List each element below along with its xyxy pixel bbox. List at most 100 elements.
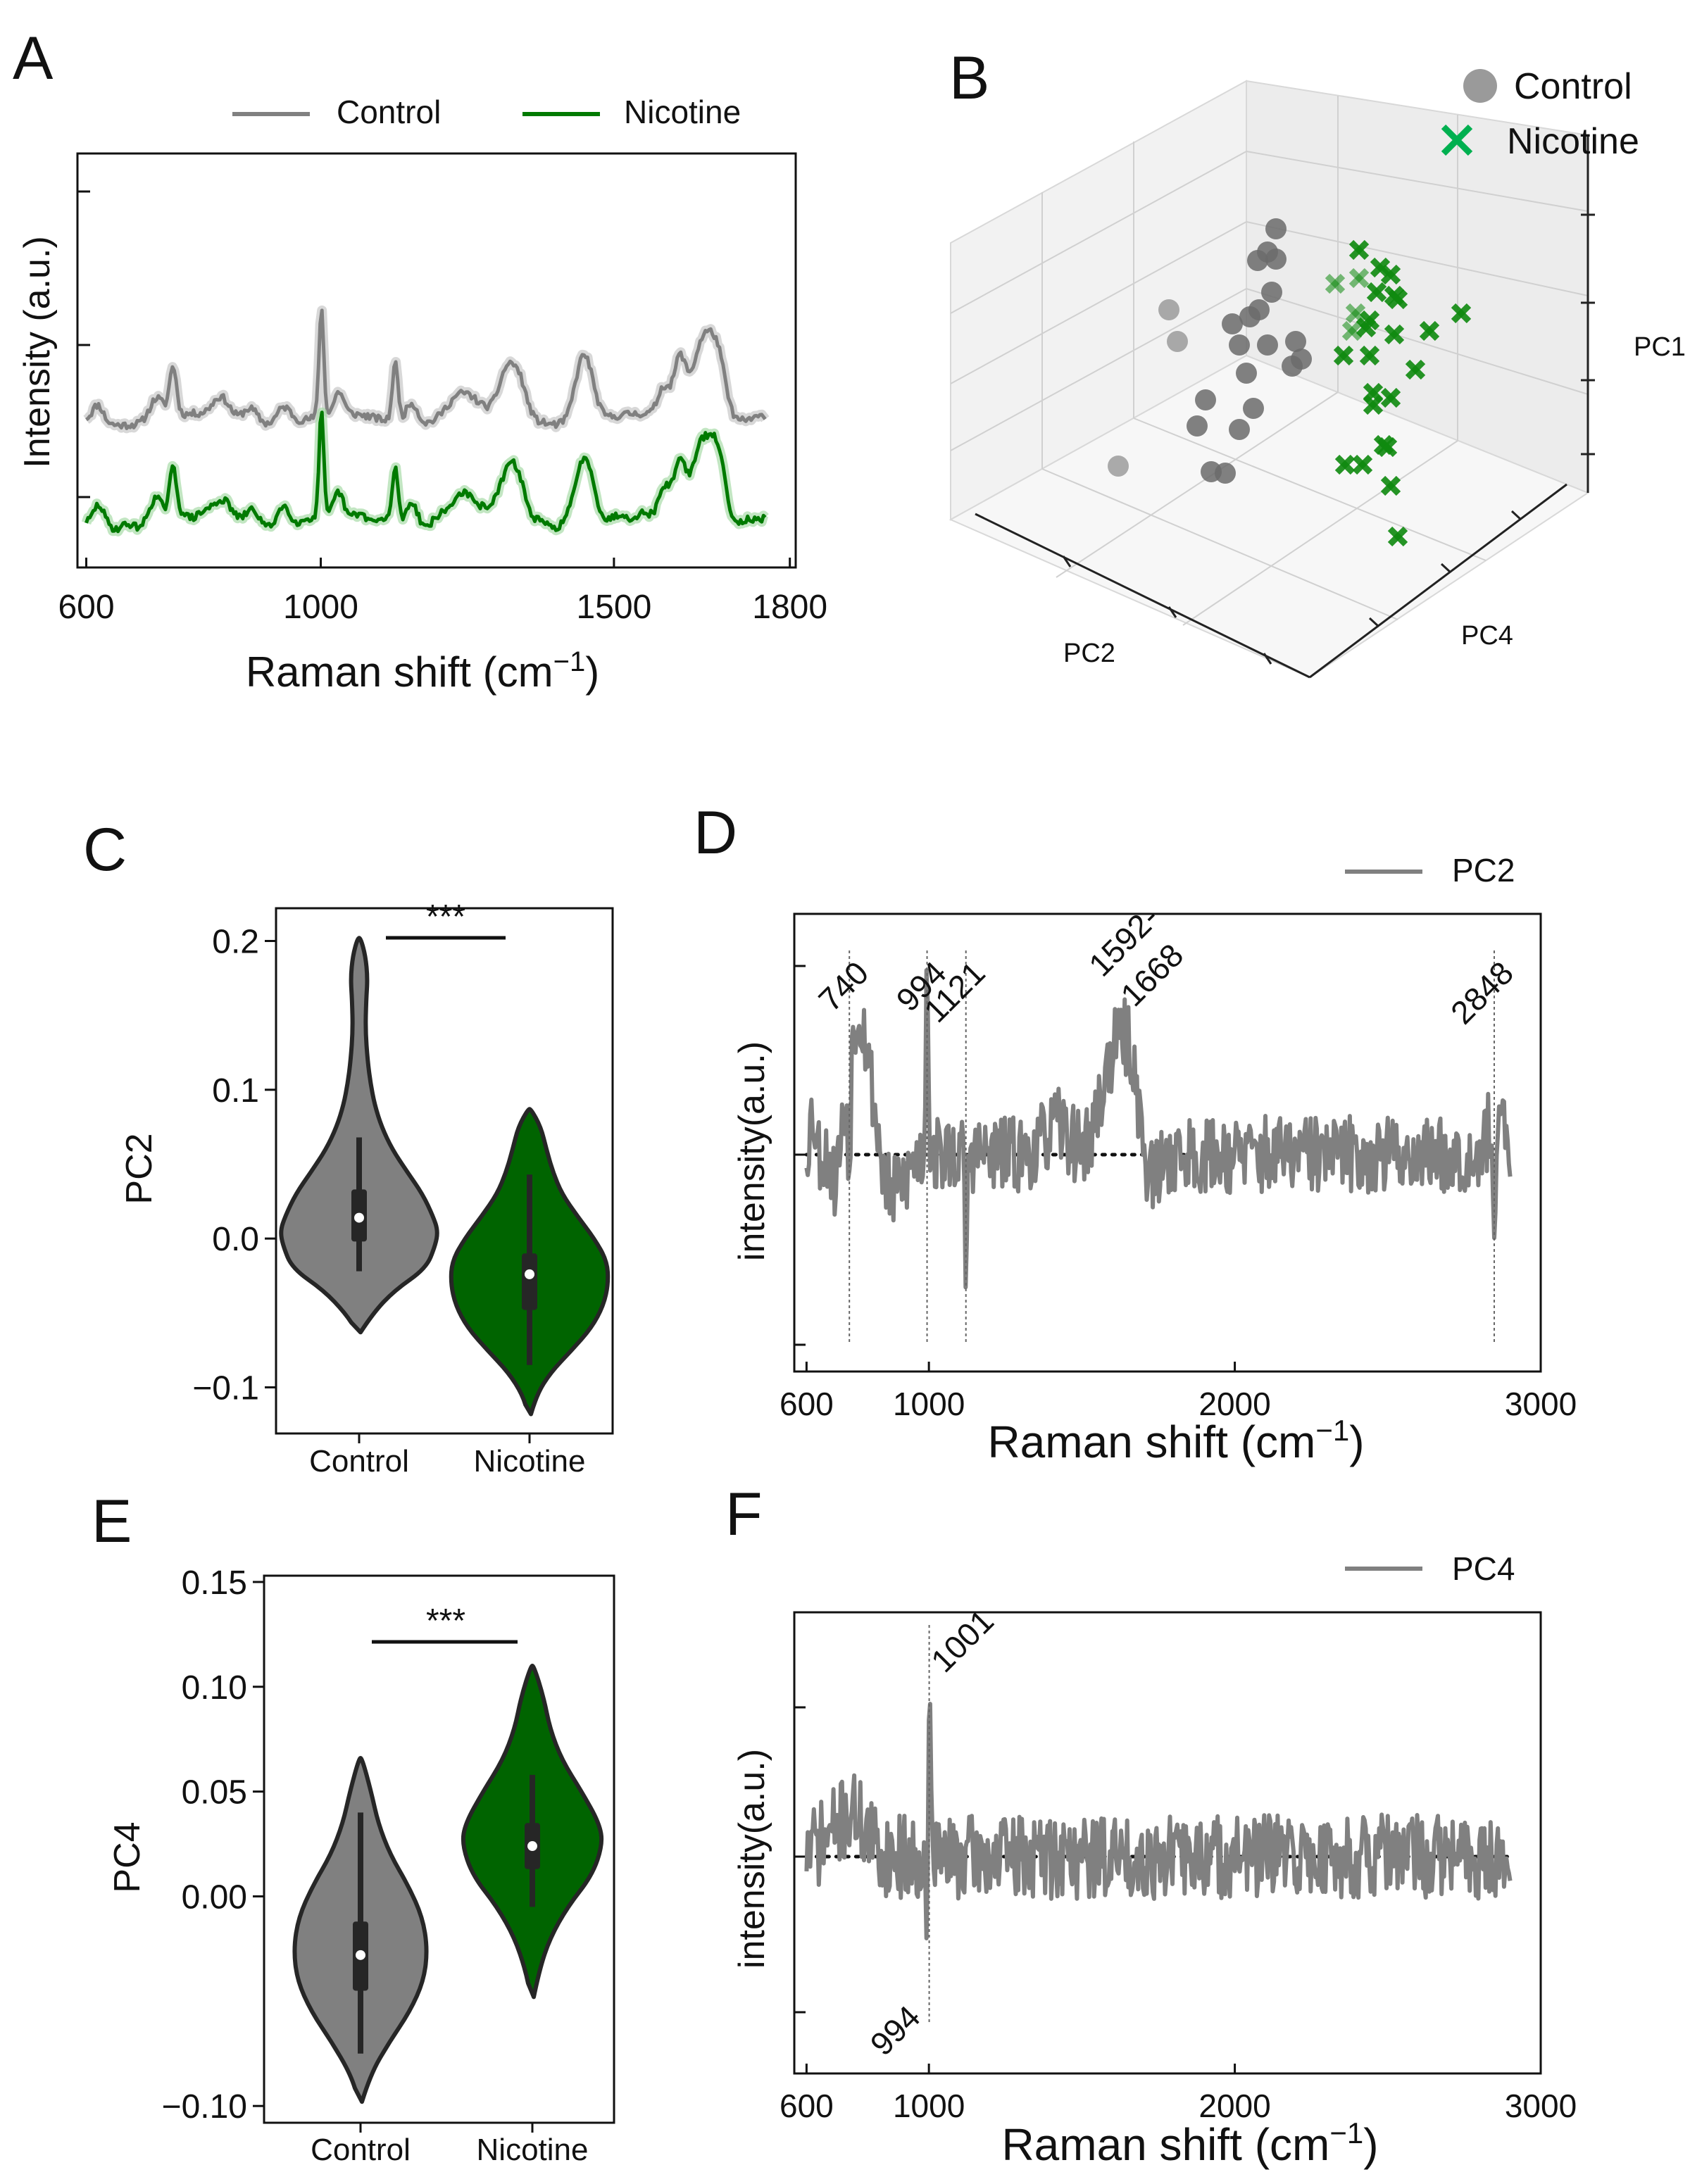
y-tick-label: 0.00 — [182, 1878, 247, 1916]
x-axis-label-d: Raman shift (cm−1) — [987, 1414, 1364, 1467]
control-point — [1285, 331, 1306, 352]
control-point — [1222, 313, 1243, 334]
control-point — [1247, 250, 1268, 271]
nicotine-point — [1380, 264, 1401, 285]
nicotine-point — [1363, 394, 1384, 415]
axis-pc4 — [1309, 483, 1567, 679]
control-point — [1229, 334, 1250, 356]
x-tick-label: 2000 — [1198, 2088, 1270, 2124]
category-label: Nicotine — [477, 2133, 589, 2167]
panel-f: F PC4 1001 994 600 1000 2000 3000 Raman shif… — [725, 1481, 1577, 2170]
x-axis-label-f: Raman shift (cm−1) — [1001, 2116, 1378, 2170]
series-line-control — [85, 308, 767, 430]
control-point — [1158, 299, 1179, 320]
x-stroke — [1348, 239, 1370, 261]
panel-c: C −0.1 0.0 0.1 0.2 Control Nicotine *** PC2 — [83, 816, 614, 1479]
nicotine-point — [1334, 454, 1356, 475]
y-tick-label: −0.1 — [192, 1369, 259, 1407]
axis-ticks-b — [1062, 213, 1595, 665]
x-tick-label: 1000 — [893, 1386, 965, 1422]
median-nicotine — [525, 1269, 534, 1279]
axis-label-pc1: PC1 — [1634, 332, 1686, 362]
panel-label-a: A — [13, 25, 54, 92]
x-stroke — [1370, 257, 1391, 278]
median-control — [354, 1212, 364, 1223]
series-band-control — [83, 305, 770, 434]
series-group-a — [81, 305, 770, 536]
nicotine-point — [1366, 282, 1387, 303]
x-tick-label: 600 — [58, 589, 114, 626]
x-ticks-a: 600 1000 1500 1800 — [58, 558, 827, 626]
control-point — [1239, 306, 1260, 327]
median-nicotine — [527, 1841, 537, 1852]
legend-label-nicotine: Nicotine — [624, 94, 741, 130]
legend-label-pc4: PC4 — [1452, 1550, 1515, 1587]
legend-label-nicotine-b: Nicotine — [1507, 121, 1639, 162]
y-tick-label: 0.15 — [182, 1564, 247, 1602]
x-stroke — [1419, 320, 1440, 341]
x-stroke — [1380, 475, 1401, 496]
significance-label: *** — [426, 898, 465, 936]
iqr-box-nicotine — [522, 1253, 537, 1310]
nicotine-point — [1333, 345, 1354, 366]
x-ticks-f: 600 1000 2000 3000 — [780, 2064, 1577, 2124]
x-ticks-d: 600 1000 2000 3000 — [780, 1362, 1577, 1422]
y-axis-label-e: PC4 — [107, 1821, 148, 1893]
y-axis-label-d: intensity(a.u.) — [732, 1041, 772, 1261]
legend-label-pc2: PC2 — [1452, 852, 1515, 889]
nicotine-point — [1325, 273, 1346, 294]
control-point — [1282, 356, 1303, 377]
y-tick-label: 0.05 — [182, 1774, 247, 1812]
series-line-nicotine — [84, 410, 767, 534]
control-point — [1261, 282, 1282, 303]
control-point — [1229, 419, 1250, 440]
control-point — [1257, 334, 1278, 356]
scatter-points-b — [1108, 218, 1472, 547]
x-tick-label: 600 — [780, 2088, 834, 2124]
annotation-label: 1001 — [924, 1602, 1001, 1679]
nicotine-point — [1348, 268, 1370, 289]
axis-pc2 — [975, 513, 1310, 679]
nicotine-point — [1377, 437, 1398, 458]
x-stroke — [1363, 394, 1384, 415]
nicotine-point — [1384, 324, 1405, 345]
legend-marker-control — [1463, 69, 1497, 103]
x-stroke — [1441, 124, 1473, 156]
panel-label-f: F — [725, 1481, 763, 1548]
x-stroke — [1356, 317, 1377, 338]
annotation-label: 740 — [811, 954, 875, 1018]
x-tick-label: 1500 — [576, 589, 651, 626]
x-stroke — [1384, 324, 1405, 345]
panel-label-b: B — [949, 44, 989, 112]
axes-frame — [275, 907, 614, 1435]
control-point — [1265, 249, 1287, 270]
panel-label-d: D — [694, 799, 737, 867]
control-point — [1108, 456, 1129, 477]
control-point — [1236, 363, 1257, 384]
control-point — [1243, 398, 1264, 419]
panel-a: A Control Nicotine 600 1000 1500 1800 Raman… — [13, 25, 827, 696]
x-stroke — [1325, 273, 1346, 294]
x-stroke — [1380, 387, 1401, 408]
x-tick-label: 1000 — [283, 589, 358, 626]
y-tick-label: 0.0 — [212, 1221, 259, 1258]
nicotine-point — [1419, 320, 1440, 341]
y-tick-label: 0.10 — [182, 1669, 247, 1707]
x-stroke — [1380, 264, 1401, 285]
x-stroke — [1334, 454, 1356, 475]
axes-frame-d — [793, 912, 1542, 1373]
x-stroke — [1387, 289, 1408, 310]
nicotine-point — [1387, 526, 1408, 547]
median-control — [356, 1950, 365, 1960]
y-axis-label-c: PC2 — [119, 1133, 160, 1204]
nicotine-point — [1387, 289, 1408, 310]
y-tick-label: −0.10 — [162, 2088, 247, 2126]
panel-b: B — [949, 44, 1686, 679]
axes-frame — [263, 1574, 615, 2124]
control-point — [1265, 218, 1287, 239]
significance-label: *** — [426, 1602, 465, 1640]
loading-line-pc2 — [804, 968, 1513, 1290]
legend-label-control: Control — [337, 94, 441, 130]
